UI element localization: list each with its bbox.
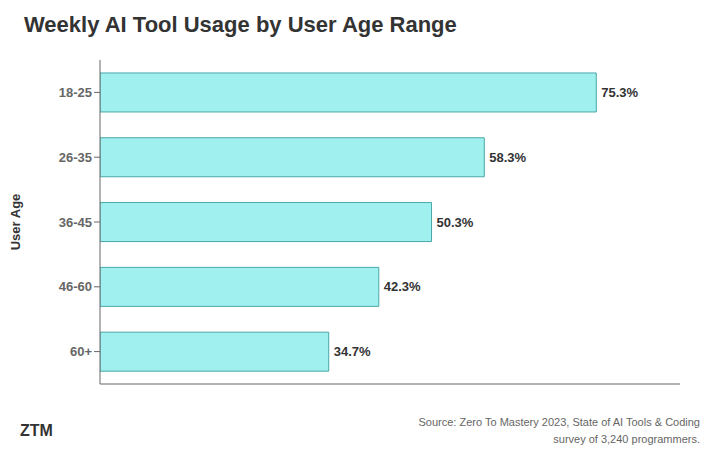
html-text:Weekly AI Tool Usage by User A: Weekly AI Tool Usage by User Age Range — [24, 12, 457, 37]
svg-text:34.7%: 34.7% — [334, 344, 371, 359]
html-text:ZTM: ZTM — [20, 421, 53, 439]
svg-text:42.3%: 42.3% — [384, 279, 421, 294]
svg-text:36-45: 36-45 — [59, 215, 92, 230]
html-text:survey of 3,240 programmers.: survey of 3,240 programmers. — [553, 432, 700, 445]
svg-text:26-35: 26-35 — [59, 150, 92, 165]
svg-text:46-60: 46-60 — [59, 279, 92, 294]
html-text:Source: Zero To Mastery 2023,: Source: Zero To Mastery 2023, State of A… — [418, 416, 700, 428]
svg-text:50.3%: 50.3% — [437, 215, 474, 230]
svg-text:User Age: User Age — [8, 194, 23, 251]
svg-text:60+: 60+ — [70, 344, 92, 359]
svg-text:75.3%: 75.3% — [601, 85, 638, 100]
svg-text:18-25: 18-25 — [59, 85, 92, 100]
svg-text:58.3%: 58.3% — [489, 150, 526, 165]
